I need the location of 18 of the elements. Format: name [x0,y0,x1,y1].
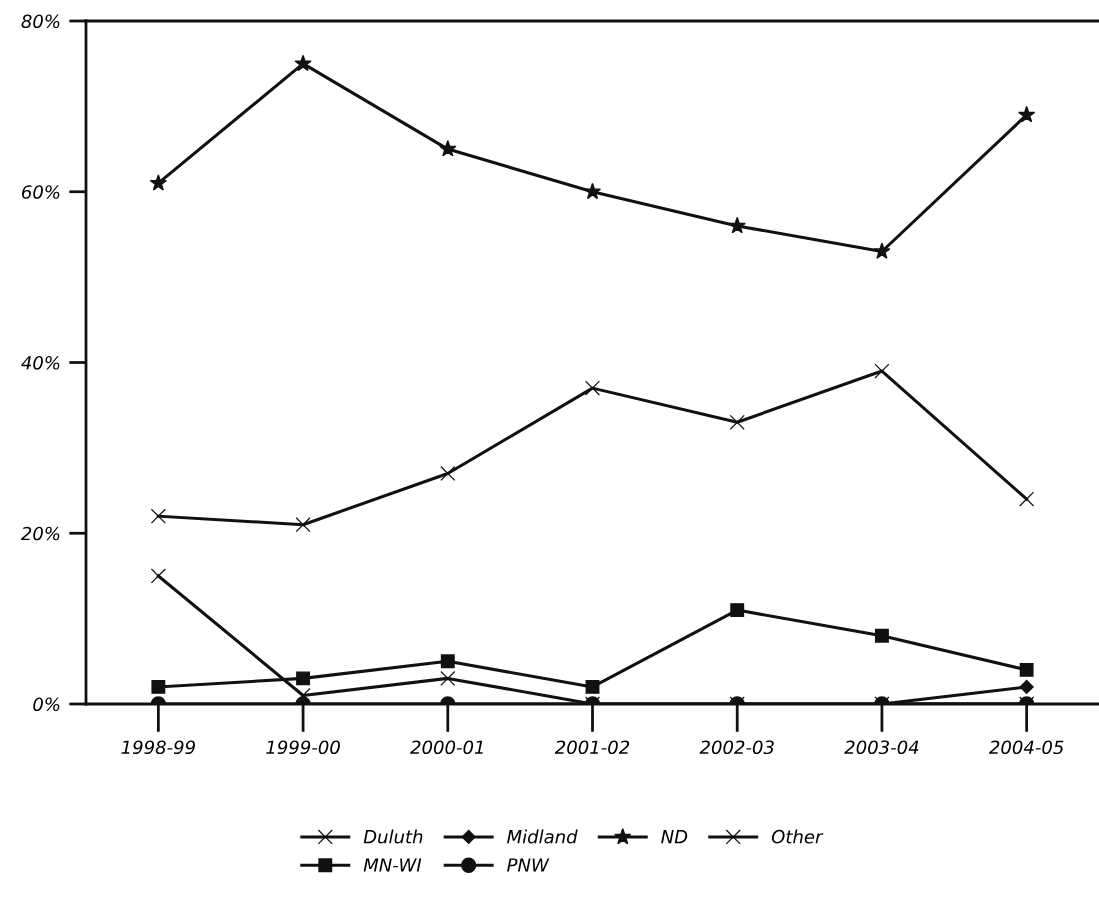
legend-label: PNW [507,858,550,872]
y-tick-label: 60% [22,185,60,199]
y-tick-label: 40% [21,355,60,370]
x-tick-label: 1998-99 [121,740,195,755]
x-tick-label: 2000-01 [410,740,483,755]
legend-label: ND [661,830,688,844]
legend-label: MN-WI [363,858,422,872]
legend-label: Midland [507,829,578,844]
x-tick-label: 2004-05 [988,740,1064,755]
x-tick-label: 1999-00 [266,740,340,755]
x-tick-label: 2001-02 [554,740,630,755]
y-tick-label: 80% [21,14,60,29]
y-tick-label: 0% [33,697,60,712]
legend-label: Duluth [363,829,423,844]
x-tick-label: 2002-03 [699,740,774,755]
legend-label: Other [771,829,824,844]
x-tick-label: 2003-04 [844,740,919,755]
y-tick-label: 20% [20,526,60,541]
